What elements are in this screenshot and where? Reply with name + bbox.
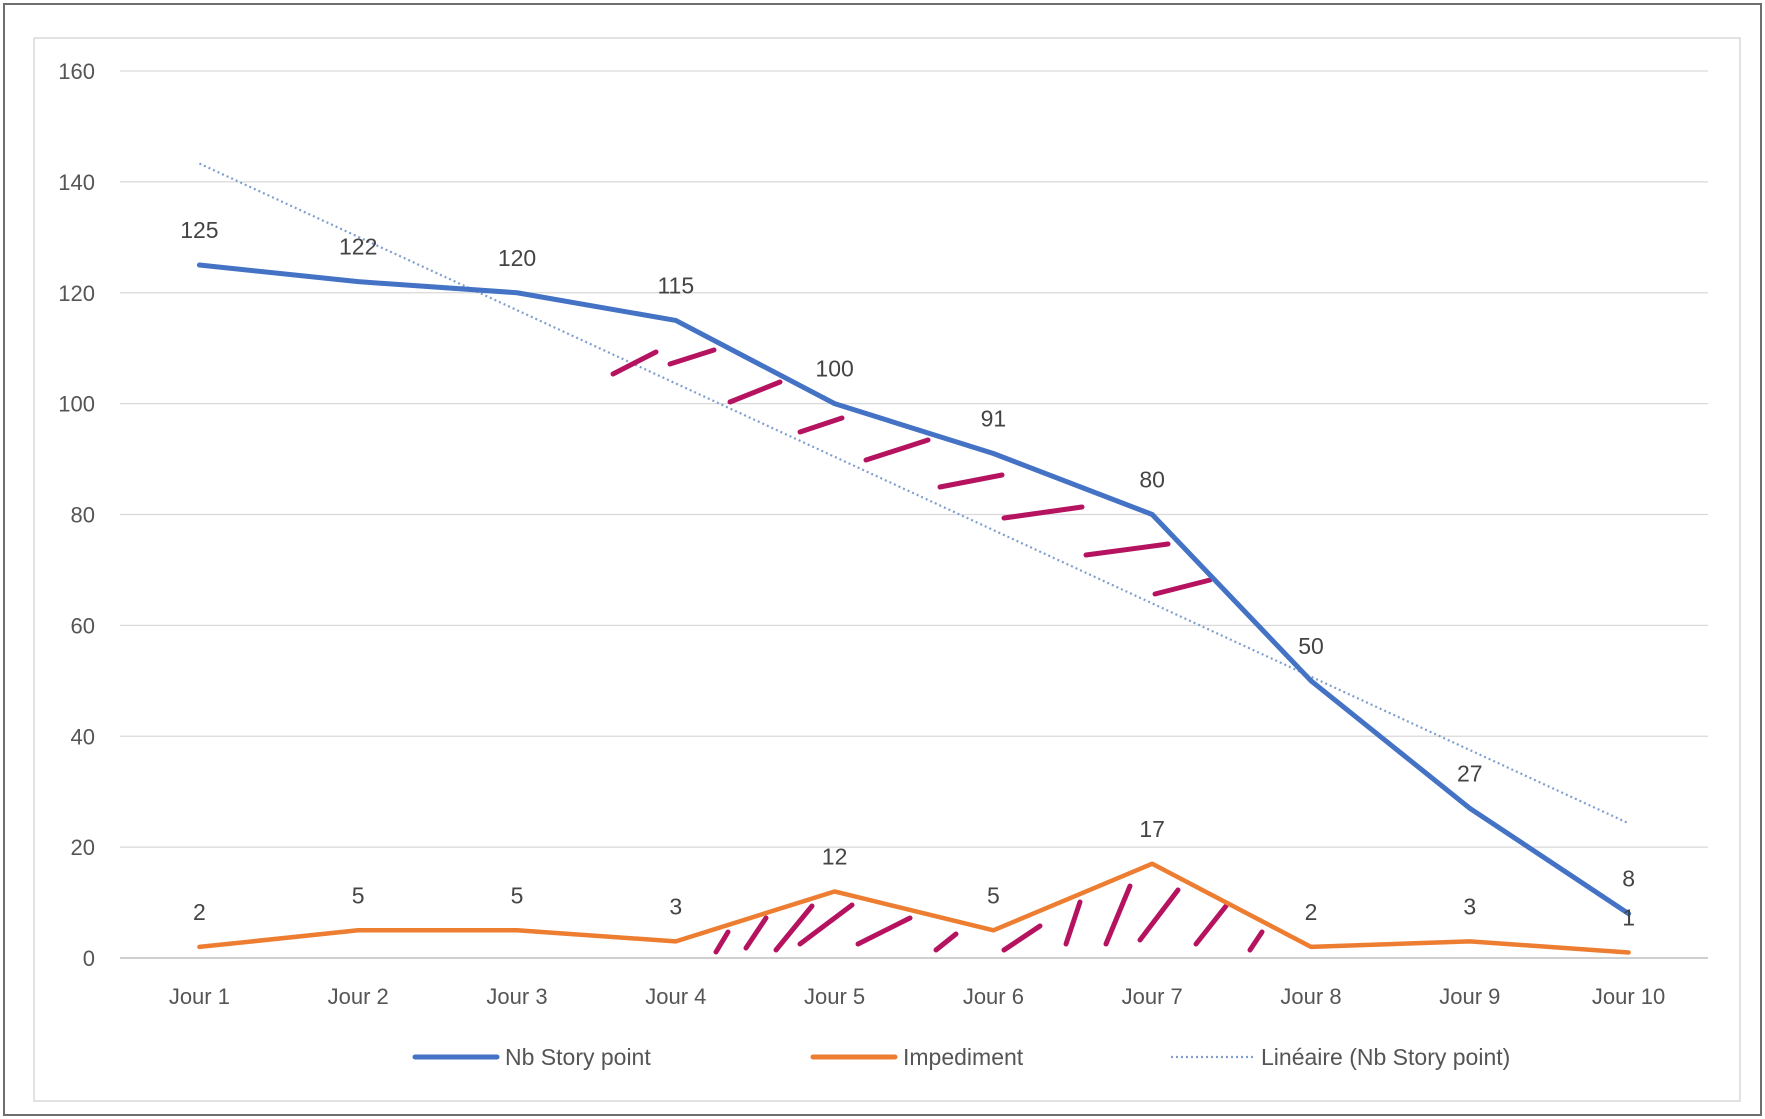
- hatch-stroke: [855, 915, 913, 947]
- y-tick-label: 20: [71, 835, 95, 860]
- x-tick-label: Jour 2: [328, 984, 389, 1009]
- x-tick-label: Jour 8: [1280, 984, 1341, 1009]
- hatch-stroke: [863, 437, 931, 463]
- x-tick-label: Jour 7: [1122, 984, 1183, 1009]
- data-label: 120: [498, 245, 536, 271]
- hatch-stroke: [937, 472, 1005, 490]
- y-axis: 0 20 40 60 80 100 120 140 160: [58, 59, 95, 971]
- hatch-stroke: [1001, 504, 1085, 521]
- x-tick-label: Jour 10: [1592, 984, 1665, 1009]
- legend: Nb Story point Impediment Linéaire (Nb Sto…: [412, 1044, 1510, 1070]
- hatch-stroke: [727, 379, 783, 405]
- series-line: [196, 262, 1632, 917]
- x-axis: Jour 1 Jour 2 Jour 3 Jour 4 Jour 5 Jour 6 Jour…: [169, 984, 1665, 1009]
- data-label: 2: [1305, 899, 1318, 925]
- y-tick-label: 80: [71, 503, 95, 528]
- hatch-stroke: [1152, 577, 1213, 597]
- y-tick-label: 60: [71, 613, 95, 638]
- data-label: 17: [1139, 816, 1165, 842]
- x-tick-label: Jour 3: [486, 984, 547, 1009]
- legend-label: Impediment: [903, 1044, 1024, 1070]
- y-tick-label: 160: [58, 59, 95, 84]
- data-label: 5: [987, 882, 1000, 908]
- data-label: 5: [511, 882, 524, 908]
- data-label: 5: [352, 882, 365, 908]
- y-tick-label: 120: [58, 281, 95, 306]
- data-label: 91: [981, 406, 1007, 432]
- data-label: 50: [1298, 633, 1324, 659]
- hand-drawn-hatch-annotation: [610, 347, 1265, 955]
- legend-label: Linéaire (Nb Story point): [1261, 1044, 1510, 1070]
- trendline-layer: [198, 162, 1630, 825]
- series-line: [197, 861, 1631, 955]
- y-tick-label: 40: [71, 724, 95, 749]
- data-label: 12: [822, 843, 848, 869]
- data-label: 125: [180, 217, 218, 243]
- hatch-stroke: [1247, 929, 1265, 953]
- hatch-stroke: [1193, 903, 1229, 947]
- hatch-stroke: [1063, 899, 1083, 947]
- x-tick-label: Jour 6: [963, 984, 1024, 1009]
- trendline: [198, 162, 1630, 825]
- gridlines: [120, 70, 1708, 959]
- hatch-stroke: [797, 415, 845, 435]
- data-label: 2: [193, 899, 206, 925]
- hatch-stroke: [1103, 883, 1133, 947]
- hatch-stroke: [610, 349, 659, 377]
- series-layer: [196, 262, 1632, 955]
- y-tick-label: 0: [83, 946, 95, 971]
- data-label: 80: [1139, 467, 1165, 493]
- data-label: 122: [339, 234, 377, 260]
- x-tick-label: Jour 4: [645, 984, 706, 1009]
- data-label: 1: [1622, 904, 1635, 930]
- hatch-stroke: [1083, 541, 1171, 558]
- data-label: 27: [1457, 760, 1483, 786]
- data-label: 8: [1622, 866, 1635, 892]
- hatch-stroke: [797, 902, 855, 947]
- y-tick-label: 100: [58, 392, 95, 417]
- hatch-stroke: [773, 903, 815, 953]
- data-label: 100: [815, 356, 853, 382]
- hatch-stroke: [933, 931, 959, 953]
- hatch-stroke: [713, 929, 731, 955]
- legend-label: Nb Story point: [505, 1044, 651, 1070]
- x-tick-label: Jour 5: [804, 984, 865, 1009]
- x-tick-label: Jour 9: [1439, 984, 1500, 1009]
- y-tick-label: 140: [58, 170, 95, 195]
- x-tick-label: Jour 1: [169, 984, 230, 1009]
- hatch-stroke: [743, 915, 769, 951]
- hatch-stroke: [667, 347, 717, 367]
- hatch-stroke: [1001, 923, 1043, 953]
- hatch-stroke: [1137, 887, 1181, 943]
- chart-area-border: [33, 37, 1741, 1102]
- data-label: 3: [1463, 893, 1476, 919]
- data-label: 115: [657, 272, 694, 298]
- data-label: 3: [669, 893, 682, 919]
